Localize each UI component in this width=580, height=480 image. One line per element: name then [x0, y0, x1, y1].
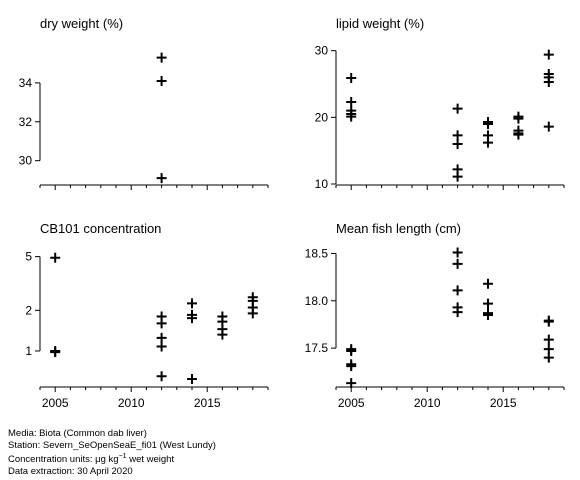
data-point	[187, 298, 197, 309]
chart-title: dry weight (%)	[40, 16, 123, 31]
x-tick-label: 2010	[414, 396, 441, 410]
chart-panel-3: CB101 concentration 1 2 5 2005 2010 2015	[25, 221, 269, 410]
data-point	[483, 298, 493, 309]
y-tick-label: 30	[19, 154, 33, 168]
y-tick-label: 20	[315, 110, 329, 124]
data-point	[513, 113, 524, 124]
data-point	[483, 137, 493, 148]
y-tick-label: 2	[25, 303, 32, 317]
data-point	[346, 73, 357, 83]
data-point	[543, 344, 554, 355]
footer-extraction: Data extraction: 30 April 2020	[8, 465, 133, 477]
data-point	[483, 119, 493, 129]
y-tick-label: 1	[25, 344, 32, 358]
data-point	[187, 373, 197, 384]
x-tick-label: 2005	[42, 396, 69, 410]
data-point	[452, 103, 463, 114]
chart-title: CB101 concentration	[40, 221, 161, 236]
data-point	[187, 313, 197, 324]
footer: Media: Biota (Common dab liver) Station:…	[8, 428, 216, 477]
data-point	[346, 361, 357, 372]
footer-units-mu: μg kg	[95, 454, 119, 466]
y-tick-label: 5	[25, 250, 32, 264]
data-point	[543, 316, 554, 327]
data-point	[452, 285, 463, 296]
chart-panel-1: dry weight (%) 30 32 34	[19, 16, 269, 190]
data-point	[156, 332, 167, 343]
y-tick-label: 32	[19, 115, 33, 129]
data-point	[156, 52, 167, 63]
footer-station: Station: Severn_SeOpenSeaE_fi01 (West Lu…	[8, 439, 216, 451]
data-point	[346, 97, 357, 107]
y-tick-label: 10	[315, 177, 329, 191]
x-tick-label: 2015	[490, 396, 517, 410]
data-point	[483, 310, 493, 320]
data-point	[483, 278, 493, 289]
y-tick-label: 18.0	[305, 294, 329, 308]
data-point	[346, 111, 357, 122]
data-point	[543, 49, 554, 60]
footer-units: Concentration units: μg kg−1 wet weight	[8, 451, 216, 466]
data-point	[50, 252, 61, 263]
data-point	[452, 258, 463, 269]
y-tick-label: 34	[19, 76, 33, 90]
data-point	[217, 329, 228, 340]
y-tick-label: 17.5	[305, 341, 329, 355]
data-point	[50, 347, 61, 358]
data-point	[452, 130, 463, 141]
data-point	[513, 129, 524, 140]
x-tick-label: 2015	[194, 396, 221, 410]
chart-title: Mean fish length (cm)	[336, 221, 461, 236]
data-point	[346, 345, 357, 356]
data-point	[543, 352, 554, 363]
data-point	[452, 139, 463, 149]
data-point	[156, 173, 167, 184]
footer-units-prefix: Concentration units:	[8, 454, 96, 466]
chart-panel-4: Mean fish length (cm) 17.5 18.0 18.5 2005 201…	[305, 221, 565, 410]
data-point	[156, 371, 167, 382]
data-point	[543, 121, 554, 132]
data-point	[543, 77, 554, 87]
x-tick-label: 2005	[338, 396, 365, 410]
y-tick-label: 30	[315, 44, 329, 58]
data-point	[247, 308, 258, 319]
data-point	[156, 318, 167, 329]
footer-media: Media: Biota (Common dab liver)	[8, 428, 147, 439]
chart-title: lipid weight (%)	[336, 16, 424, 31]
data-point	[346, 378, 357, 389]
data-point	[156, 75, 167, 86]
footer-units-suffix: wet weight	[126, 454, 175, 466]
data-point	[452, 247, 463, 258]
y-tick-label: 18.5	[305, 246, 329, 260]
chart-panel-2: lipid weight (%) 10 20 30	[315, 16, 565, 191]
data-point	[452, 171, 463, 182]
x-tick-label: 2010	[118, 396, 145, 410]
data-point	[156, 341, 167, 352]
footer-units-exp: −1	[118, 453, 127, 460]
data-point	[543, 334, 554, 345]
data-point	[452, 307, 463, 318]
